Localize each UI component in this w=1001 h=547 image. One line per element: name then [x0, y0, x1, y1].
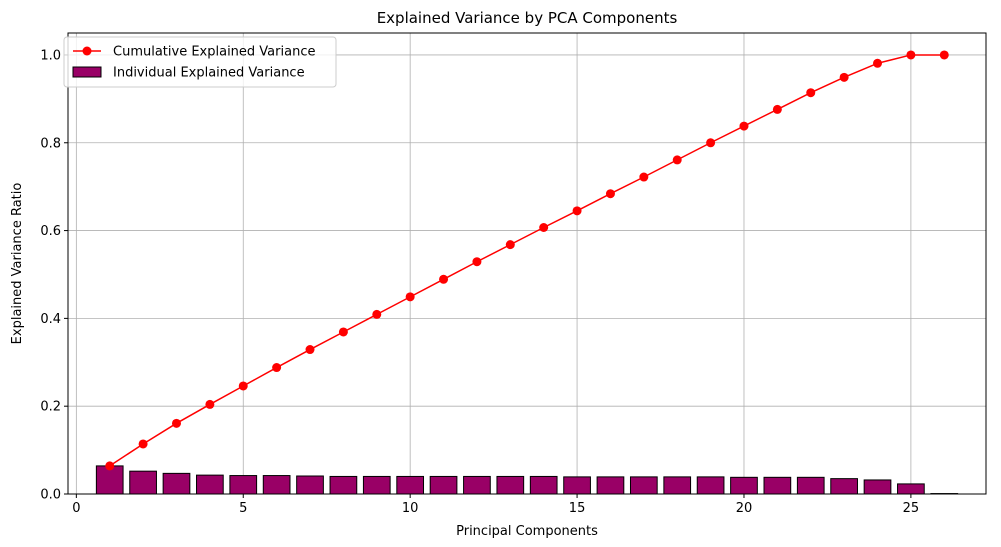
cumulative-point [706, 138, 716, 148]
grid-lines [68, 33, 986, 495]
cumulative-point [405, 292, 415, 302]
y-tick-label: 0.2 [40, 400, 61, 415]
variance-bar [296, 475, 324, 495]
x-tick-label: 25 [903, 501, 920, 516]
y-axis-label: Explained Variance Ratio [10, 183, 25, 345]
variance-bar [496, 475, 525, 495]
cumulative-point [105, 461, 115, 471]
variance-bar [863, 479, 892, 495]
variance-bar [396, 475, 425, 495]
y-tick-label: 0.4 [40, 312, 61, 327]
variance-bar [830, 478, 858, 495]
x-tick-label: 5 [239, 501, 247, 516]
cumulative-point [572, 206, 582, 216]
variance-bar [229, 475, 258, 495]
legend-label-cumulative: Cumulative Explained Variance [113, 45, 315, 60]
cumulative-point [272, 363, 282, 373]
variance-bar [362, 475, 391, 495]
variance-bar [663, 476, 692, 495]
cumulative-point [171, 418, 181, 428]
cumulative-point [305, 345, 315, 355]
x-tick-label: 15 [569, 501, 586, 516]
x-axis-label: Principal Components [456, 524, 598, 539]
variance-bar [129, 470, 157, 495]
variance-bar [329, 475, 358, 495]
cumulative-point [505, 240, 515, 250]
x-tick-label: 10 [402, 501, 419, 516]
variance-bar [897, 483, 925, 495]
cumulative-point [873, 58, 883, 68]
cumulative-point [772, 104, 782, 114]
cumulative-point [605, 189, 615, 199]
cumulative-point [238, 381, 248, 391]
cumulative-point [939, 50, 949, 60]
cumulative-point [839, 72, 849, 82]
bar-series [95, 465, 959, 495]
y-tick-label: 0.6 [40, 224, 61, 239]
cumulative-point [539, 222, 549, 232]
y-axis-ticks: 0.0 0.2 0.4 0.6 0.8 1.0 [40, 48, 68, 503]
chart-title: Explained Variance by PCA Components [377, 9, 678, 27]
cumulative-line [109, 54, 945, 467]
variance-bar [629, 476, 658, 495]
variance-bar [95, 465, 124, 495]
cumulative-point [138, 439, 148, 449]
variance-bar [463, 475, 491, 495]
cumulative-point [906, 50, 916, 60]
cumulative-point [806, 88, 816, 98]
x-tick-label: 0 [72, 501, 80, 516]
variance-bar [763, 476, 792, 495]
variance-bar [696, 476, 725, 495]
variance-bar [796, 476, 825, 495]
cumulative-point [672, 155, 682, 165]
variance-bar [196, 474, 224, 495]
legend: Cumulative Explained Variance Individual… [63, 36, 337, 88]
variance-bar [563, 476, 591, 495]
legend-line-marker [82, 46, 92, 56]
y-tick-label: 0.0 [40, 488, 61, 503]
cumulative-line-series [105, 50, 949, 471]
cumulative-point [372, 309, 382, 319]
legend-label-individual: Individual Explained Variance [113, 66, 305, 81]
cumulative-point [472, 257, 482, 267]
cumulative-point [439, 274, 449, 284]
y-tick-label: 1.0 [40, 48, 61, 63]
cumulative-point [639, 172, 649, 182]
variance-bar [162, 472, 191, 495]
plot-frame [67, 32, 987, 495]
x-axis-ticks: 0 5 10 15 20 25 [72, 494, 919, 516]
x-tick-label: 20 [736, 501, 753, 516]
legend-bar-swatch [72, 66, 102, 78]
cumulative-point [739, 121, 749, 131]
cumulative-point [205, 399, 215, 409]
legend-frame [63, 36, 337, 88]
variance-bar [596, 476, 625, 495]
variance-bar [429, 475, 458, 495]
cumulative-point [338, 327, 348, 337]
variance-bar [262, 475, 291, 495]
y-tick-label: 0.8 [40, 136, 61, 151]
variance-bar [730, 476, 758, 495]
variance-bar [529, 475, 558, 495]
